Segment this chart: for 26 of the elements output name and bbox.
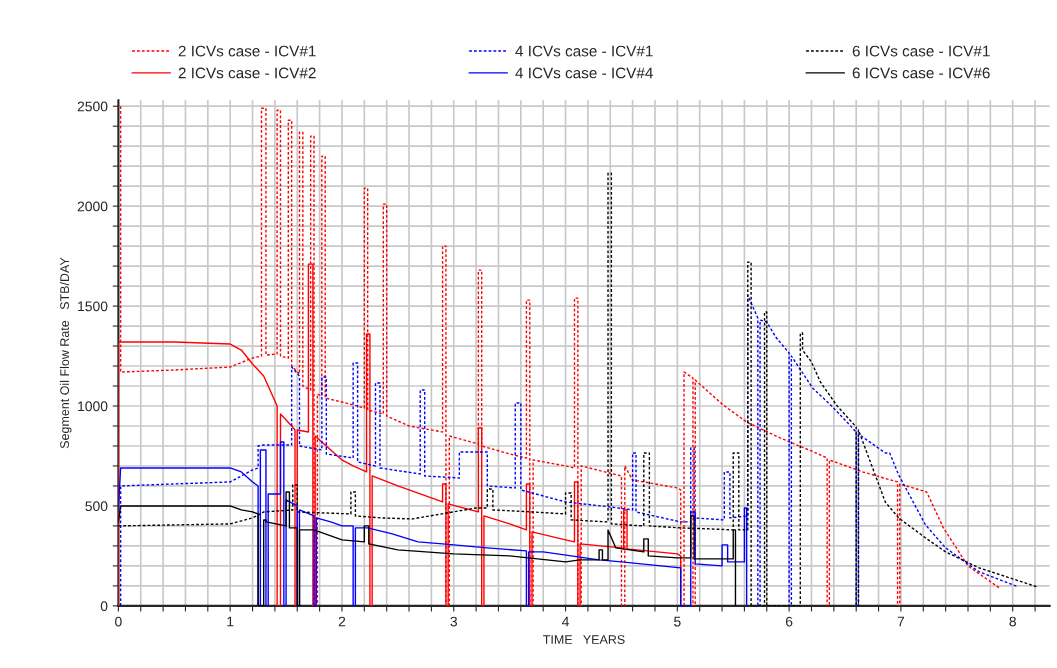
x-axis-title: TIME YEARS	[543, 635, 625, 644]
x-tick-label: 4	[562, 616, 569, 627]
x-tick-label: 8	[1009, 616, 1016, 627]
line-series	[119, 105, 1000, 606]
y-tick-label: 1500	[78, 301, 108, 312]
legend-label: 4 ICVs case - ICV#1	[515, 45, 653, 57]
legend-label: 6 ICVs case - ICV#6	[852, 67, 990, 79]
x-tick-label: 2	[338, 616, 346, 627]
y-tick-label: 2500	[77, 101, 108, 112]
y-axis-title: Segment Oil Flow Rate STB/DAY	[59, 257, 72, 449]
x-tick-label: 6	[785, 616, 793, 627]
legend-label: 2 ICVs case - ICV#1	[178, 45, 316, 57]
x-tick-label: 5	[674, 616, 681, 627]
y-tick-label: 2000	[77, 201, 108, 212]
y-tick-label: 500	[85, 501, 108, 512]
x-tick-label: 3	[450, 616, 458, 627]
line-series	[119, 294, 1019, 606]
line-series	[118, 172, 1038, 606]
x-tick-label: 0	[115, 616, 122, 627]
legend-label: 6 ICVs case - ICV#1	[852, 45, 990, 57]
y-tick-label: 0	[100, 601, 108, 612]
x-tick-label: 1	[227, 616, 234, 627]
legend-label: 4 ICVs case - ICV#4	[515, 67, 653, 79]
x-tick-label: 7	[897, 616, 905, 627]
legend-label: 2 ICVs case - ICV#2	[178, 67, 316, 79]
y-tick-label: 1000	[78, 401, 108, 412]
